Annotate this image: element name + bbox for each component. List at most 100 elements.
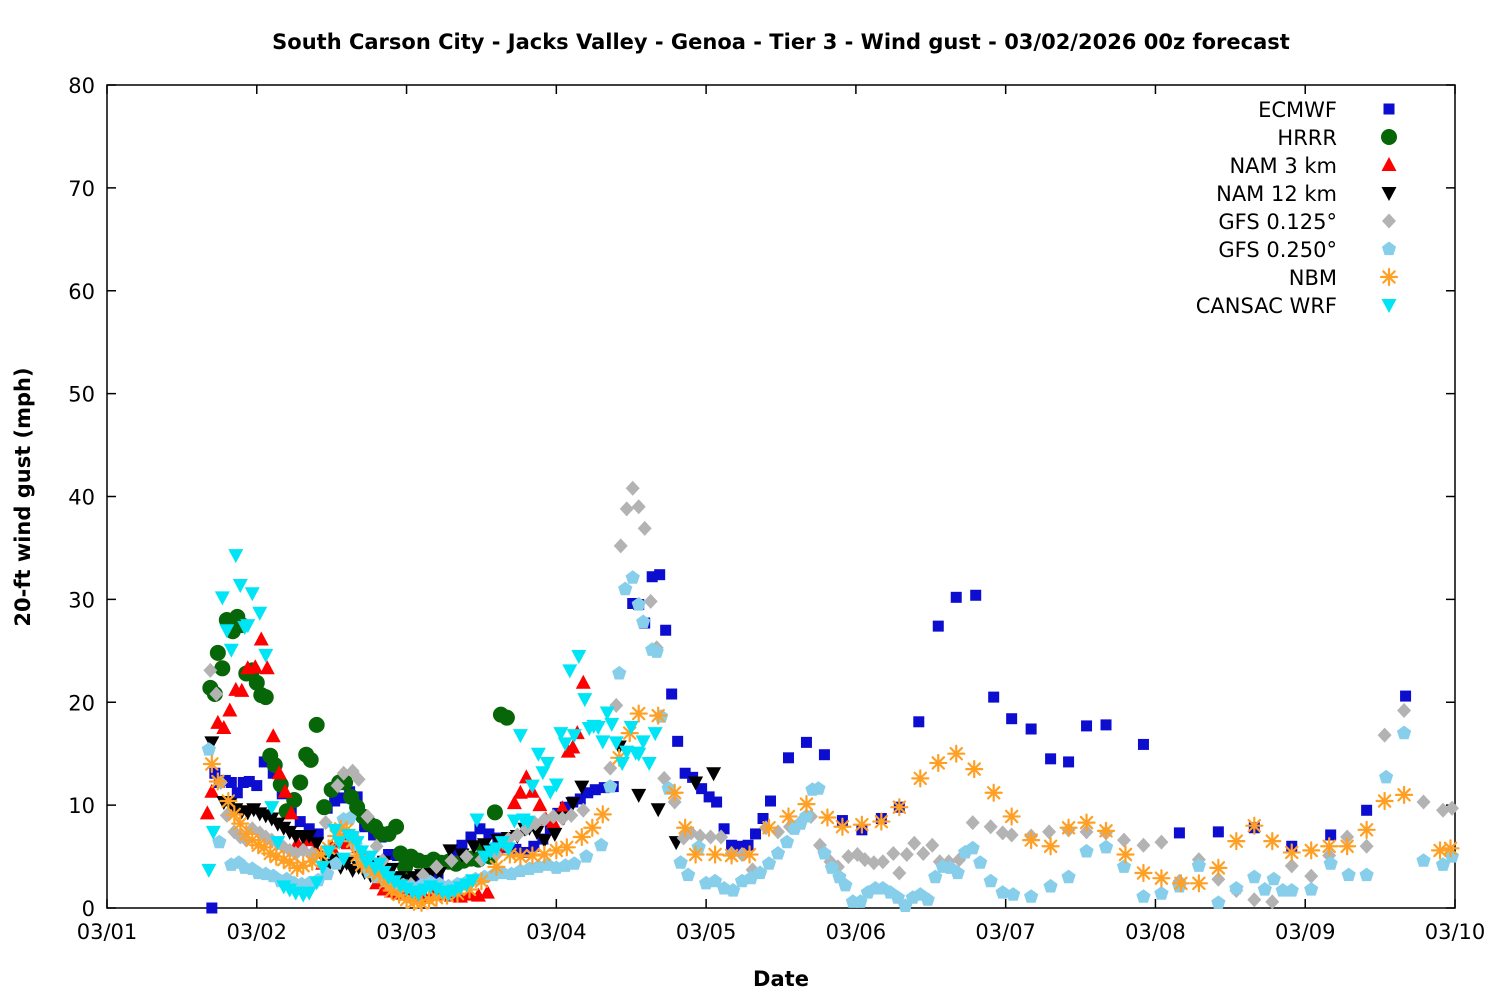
- marker: [629, 704, 648, 723]
- marker: [530, 747, 546, 762]
- chart-title: South Carson City - Jacks Valley - Genoa…: [272, 30, 1290, 54]
- marker: [706, 767, 722, 782]
- marker: [208, 772, 227, 791]
- marker: [641, 756, 657, 771]
- marker: [216, 719, 232, 734]
- marker: [1284, 883, 1299, 897]
- marker: [718, 823, 730, 835]
- marker: [1077, 813, 1096, 832]
- marker: [270, 836, 286, 851]
- marker: [219, 624, 235, 639]
- marker: [214, 660, 231, 677]
- marker: [1098, 839, 1114, 854]
- marker: [309, 837, 325, 852]
- marker: [363, 850, 379, 865]
- marker: [1266, 871, 1281, 886]
- marker: [1227, 832, 1246, 851]
- marker: [429, 859, 444, 875]
- marker: [1079, 824, 1094, 840]
- marker: [1282, 843, 1301, 862]
- marker: [479, 884, 495, 899]
- marker: [1042, 824, 1057, 840]
- marker: [206, 902, 218, 914]
- marker: [201, 863, 217, 878]
- marker: [725, 883, 741, 897]
- marker: [1325, 829, 1337, 841]
- legend-marker-filled-square-icon: [1383, 103, 1395, 115]
- marker: [770, 846, 786, 860]
- y-tick-label: 60: [68, 280, 95, 304]
- marker: [546, 808, 561, 824]
- marker: [576, 802, 591, 818]
- marker: [387, 875, 403, 890]
- marker: [950, 865, 965, 880]
- marker: [564, 807, 579, 823]
- legend-item-hrrr: HRRR: [1277, 126, 1397, 150]
- marker: [1265, 894, 1280, 910]
- marker: [714, 829, 729, 845]
- marker: [1441, 839, 1460, 858]
- marker: [637, 520, 652, 536]
- marker: [872, 812, 891, 831]
- legend-label: GFS 0.125°: [1218, 210, 1337, 234]
- marker: [899, 847, 914, 863]
- marker: [209, 767, 221, 779]
- marker: [469, 813, 485, 828]
- marker: [1416, 853, 1431, 867]
- marker: [1024, 889, 1039, 903]
- marker: [1154, 886, 1169, 900]
- marker: [258, 756, 270, 768]
- marker: [1025, 723, 1037, 735]
- marker: [351, 771, 366, 787]
- legend-item-gfs-0-125-: GFS 0.125°: [1218, 210, 1396, 234]
- marker: [276, 821, 292, 836]
- marker: [722, 846, 741, 865]
- marker: [1043, 878, 1058, 893]
- marker: [258, 648, 274, 663]
- marker: [799, 808, 814, 823]
- marker: [327, 823, 343, 838]
- marker: [1059, 818, 1078, 837]
- marker: [532, 797, 548, 812]
- legend-marker-triangle-up-icon: [1381, 157, 1397, 171]
- marker: [973, 855, 988, 869]
- marker: [520, 815, 536, 830]
- marker: [1211, 895, 1226, 909]
- x-tick-label: 03/05: [676, 920, 737, 944]
- legend-label: GFS 0.250°: [1218, 238, 1337, 262]
- marker: [911, 769, 930, 788]
- marker: [506, 814, 522, 829]
- marker: [1247, 869, 1262, 884]
- marker: [619, 501, 634, 517]
- series-gfs-0-125-: [203, 480, 1460, 910]
- marker: [779, 807, 798, 826]
- marker: [623, 720, 639, 735]
- marker: [705, 845, 725, 864]
- marker: [890, 798, 909, 817]
- marker: [593, 805, 612, 824]
- y-tick-label: 0: [82, 897, 95, 921]
- marker: [579, 849, 594, 863]
- marker: [1081, 720, 1093, 732]
- x-axis-label: Date: [753, 967, 809, 991]
- marker: [270, 817, 286, 832]
- legend-item-nam-3-km: NAM 3 km: [1229, 154, 1397, 178]
- marker: [636, 614, 651, 629]
- marker: [947, 744, 966, 763]
- marker: [765, 795, 777, 807]
- marker: [312, 828, 324, 840]
- marker: [752, 865, 768, 880]
- marker: [548, 778, 564, 793]
- marker: [612, 665, 627, 680]
- marker: [1061, 869, 1076, 884]
- marker: [557, 838, 576, 857]
- marker: [983, 819, 998, 835]
- y-axis-label: 20-ft wind gust (mph): [11, 367, 35, 626]
- marker: [524, 779, 540, 794]
- data-points-layer: [199, 480, 1460, 914]
- marker: [199, 805, 215, 820]
- marker: [474, 823, 486, 835]
- marker: [466, 840, 482, 855]
- marker: [995, 825, 1010, 841]
- x-tick-label: 03/10: [1425, 920, 1486, 944]
